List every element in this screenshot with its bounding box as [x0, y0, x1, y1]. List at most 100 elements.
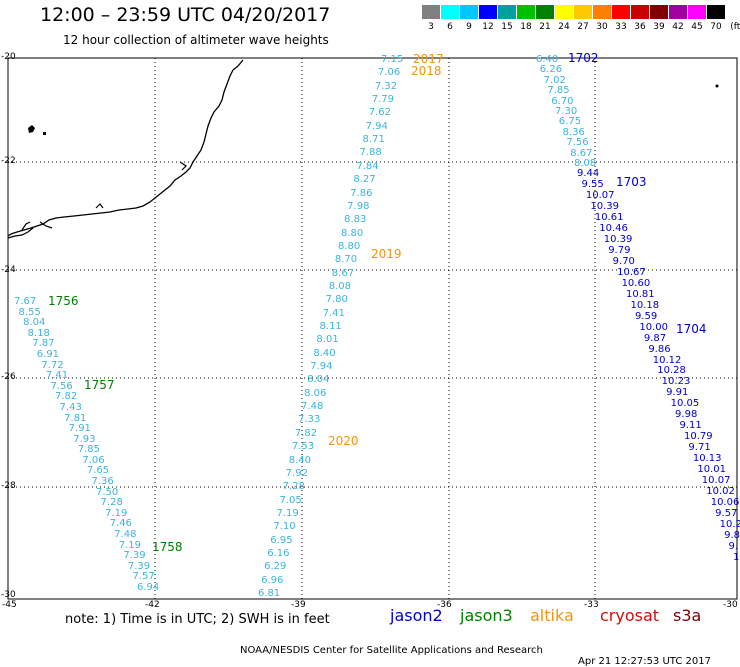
wave-height-value: 7.82 [294, 427, 318, 439]
wave-height-value: 7.85 [77, 444, 101, 456]
colorbar-swatch [555, 5, 573, 19]
wave-height-value: 7.81 [64, 412, 87, 424]
wave-height-value: 10.67 [617, 266, 646, 278]
wave-height-value: 7.65 [86, 465, 110, 477]
wave-height-value: 9.70 [612, 255, 635, 267]
wave-height-value: 10.02 [706, 486, 735, 498]
pass-number: 1758 [152, 540, 183, 554]
lon-label: -36 [437, 600, 452, 610]
pass-number: 2019 [371, 247, 402, 261]
colorbar-label: 42 [672, 22, 684, 32]
colorbar-label: 9 [466, 22, 472, 32]
colorbar-label: 24 [558, 22, 570, 32]
colorbar-swatch [574, 5, 592, 19]
colorbar-label: 27 [577, 22, 589, 32]
wave-height-value: 8.18 [27, 327, 50, 339]
wave-height-value: 9.44 [577, 168, 600, 179]
wave-height-value: 9.86 [648, 343, 671, 355]
colorbar-swatch [536, 5, 554, 19]
wave-height-value: 10.07 [585, 189, 615, 201]
wave-height-value: 7.06 [377, 67, 401, 79]
lon-label: -33 [584, 600, 599, 610]
satellite-legend-item: cryosat [600, 606, 660, 625]
wave-height-value: 7.94 [365, 120, 388, 132]
pass-number: 1756 [48, 294, 79, 308]
lat-label: -24 [1, 265, 16, 275]
wave-height-value: 10.05 [670, 398, 700, 410]
wave-height-value: 10.28 [657, 365, 686, 377]
pass-number: 2018 [411, 64, 442, 78]
wave-height-value: 10.60 [621, 277, 651, 289]
wave-height-value: 7.19 [276, 507, 299, 519]
colorbar-label: 39 [653, 22, 665, 32]
colorbar-swatch [669, 5, 687, 19]
wave-height-value: 8.80 [341, 227, 364, 239]
wave-height-value: 9.8 [724, 530, 740, 542]
wave-height-value: 6.95 [270, 534, 293, 546]
wave-height-value: 10.61 [594, 211, 624, 223]
wave-height-value: 7.32 [374, 80, 398, 92]
colorbar-label: 45 [691, 22, 703, 32]
satellite-legend-item: altika [530, 606, 574, 625]
wave-height-value: 10.01 [697, 464, 726, 476]
wave-height-value: 7.06 [82, 454, 105, 466]
colorbar-label: 70 [710, 22, 722, 32]
wave-height-value: 7.82 [55, 391, 78, 403]
wave-height-value: 7.88 [359, 147, 382, 159]
wave-height-value: 6.94 [137, 582, 160, 593]
wave-height-value: 10.07 [701, 475, 731, 487]
wave-height-value: 7.41 [322, 307, 345, 319]
wave-height-value: 9.11 [679, 420, 702, 432]
timestamp-text: Apr 21 12:27:53 UTC 2017 [578, 656, 711, 667]
wave-height-value: 7.84 [356, 160, 379, 172]
coastline [7, 59, 244, 237]
wave-height-value: 9.71 [688, 442, 711, 454]
colorbar-label: 6 [447, 22, 453, 32]
wave-height-value: 8.08 [328, 280, 351, 292]
wave-height-value: 8.06 [304, 387, 327, 399]
wave-height-value: 10.39 [603, 233, 633, 245]
wave-height-value: 7.62 [368, 107, 391, 119]
lon-label: -45 [2, 600, 17, 610]
wave-height-value: 10 [733, 552, 740, 563]
wave-height-value: 6.40 [536, 54, 559, 65]
wave-height-value: 7.79 [371, 94, 395, 106]
wave-height-value: 7.91 [68, 423, 91, 435]
wave-height-value: 7.48 [114, 529, 137, 541]
pass-number: 2017 [413, 52, 444, 66]
wave-height-value: 6.91 [36, 348, 60, 360]
colorbar-label: 30 [596, 22, 608, 32]
colorbar-swatch [612, 5, 630, 19]
wave-height-value: 7.39 [123, 550, 146, 562]
wave-height-value: 8.67 [570, 147, 593, 159]
colorbar-label: 36 [634, 22, 646, 32]
colorbar-swatch [650, 5, 668, 19]
colorbar-swatch [707, 5, 725, 19]
wave-height-value: 10.79 [683, 431, 713, 443]
wave-height-value: 7.67 [14, 296, 37, 307]
pass-number: 1702 [568, 51, 599, 65]
wave-height-value: 10.18 [630, 299, 660, 311]
wave-height-value: 6.81 [258, 588, 281, 599]
wave-height-value: 10.00 [639, 321, 669, 333]
footer: NOAA/NESDIS Center for Satellite Applica… [0, 634, 740, 667]
colorbar-swatch [593, 5, 611, 19]
wave-height-value: 7.15 [381, 54, 404, 65]
wave-height-value: 8.67 [331, 267, 355, 279]
lat-label: -28 [1, 481, 16, 491]
wave-height-value: 7.56 [566, 137, 589, 149]
wave-height-value: 7.36 [91, 476, 114, 488]
wave-height-value: 7.10 [273, 521, 296, 533]
island-coast [28, 125, 46, 135]
wave-height-value: 6.70 [551, 95, 574, 107]
wave-height-value: 7.19 [118, 539, 142, 551]
wave-height-value: 8.11 [319, 321, 342, 332]
colorbar-swatch [422, 5, 440, 19]
wave-height-value: 7.86 [350, 187, 373, 199]
graticule [8, 58, 737, 599]
lon-label: -39 [291, 600, 306, 610]
colorbar-label: 33 [615, 22, 627, 32]
colorbar-swatch [441, 5, 459, 19]
colorbar-label: 21 [539, 22, 551, 32]
wave-height-value: 8.04 [307, 374, 330, 386]
